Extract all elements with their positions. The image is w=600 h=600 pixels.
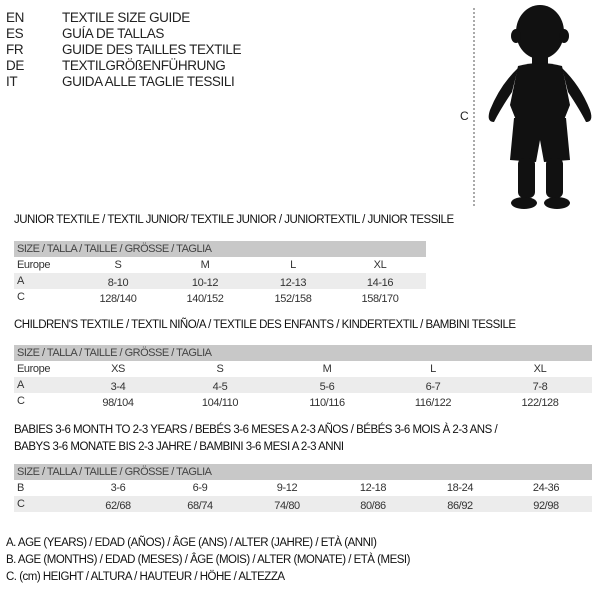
figure-height-label: C: [460, 109, 469, 123]
table-cell: 12-18: [359, 482, 387, 494]
legend-line: A. AGE (YEARS) / EDAD (AÑOS) / ÂGE (ANS)…: [6, 537, 377, 549]
table-row: Europe S M L XL: [14, 257, 426, 273]
table-cell: M: [200, 259, 210, 271]
table-row: B 3-6 6-9 9-12 12-18 18-24 24-36: [14, 480, 592, 496]
row-label: Europe: [17, 259, 51, 271]
table-cell: 4-5: [212, 381, 228, 393]
table-cell: 158/170: [361, 293, 399, 305]
row-label: C: [17, 395, 25, 407]
table-cell: 116/122: [414, 397, 452, 409]
table-title: BABIES 3-6 MONTH TO 2-3 YEARS / BEBÉS 3-…: [14, 424, 498, 436]
table-title: CHILDREN'S TEXTILE / TEXTIL NIÑO/A / TEX…: [14, 319, 516, 331]
table-cell: 74/80: [274, 500, 300, 512]
language-title: TEXTILE SIZE GUIDE: [62, 10, 190, 25]
table-cell: 104/110: [201, 397, 239, 409]
table-cell: 3-4: [110, 381, 126, 393]
row-label: Europe: [17, 363, 51, 375]
language-title: GUÍA DE TALLAS: [62, 26, 164, 41]
language-title: GUIDA ALLE TAGLIE TESSILI: [62, 74, 235, 89]
legend-line: B. AGE (MONTHS) / EDAD (MESES) / ÂGE (MO…: [6, 554, 410, 566]
child-silhouette-icon: [488, 5, 592, 209]
table-cell: 9-12: [276, 482, 298, 494]
table-cell: 10-12: [191, 277, 219, 289]
table-cell: 6-9: [192, 482, 208, 494]
table-cell: 152/158: [274, 293, 312, 305]
table-cell: 98/104: [102, 397, 134, 409]
table-cell: 18-24: [446, 482, 474, 494]
language-code: ES: [6, 26, 24, 41]
language-code: EN: [6, 10, 24, 25]
row-label: A: [17, 275, 24, 287]
row-label: C: [17, 498, 25, 510]
table-cell: 128/140: [99, 293, 137, 305]
table-cell: 6-7: [425, 381, 441, 393]
language-code: FR: [6, 42, 24, 57]
row-label: B: [17, 482, 24, 494]
size-header-bar: SIZE / TALLA / TAILLE / GRÖSSE / TAGLIA: [14, 241, 426, 257]
table-cell: 140/152: [186, 293, 224, 305]
table-title-line2: BABYS 3-6 MONATE BIS 2-3 JAHRE / BAMBINI…: [14, 441, 344, 453]
table-cell: 5-6: [319, 381, 335, 393]
language-code: DE: [6, 58, 24, 73]
table-cell: 68/74: [187, 500, 213, 512]
legend-line: C. (cm) HEIGHT / ALTURA / HAUTEUR / HÖHE…: [6, 571, 285, 583]
size-header-bar: SIZE / TALLA / TAILLE / GRÖSSE / TAGLIA: [14, 345, 592, 361]
table-cell: 14-16: [366, 277, 394, 289]
table-cell: 62/68: [105, 500, 131, 512]
table-row: A 3-4 4-5 5-6 6-7 7-8: [14, 377, 592, 393]
table-cell: 7-8: [532, 381, 548, 393]
table-row: Europe XS S M L XL: [14, 361, 592, 377]
table-row: C 128/140 140/152 152/158 158/170: [14, 289, 426, 305]
table-cell: 24-36: [532, 482, 560, 494]
language-title: GUIDE DES TAILLES TEXTILE: [62, 42, 242, 57]
language-title: TEXTILGRÖßENFÜHRUNG: [62, 58, 226, 73]
table-cell: XS: [111, 363, 125, 375]
table-cell: 80/86: [360, 500, 386, 512]
language-code: IT: [6, 74, 18, 89]
table-row: C 62/68 68/74 74/80 80/86 86/92 92/98: [14, 496, 592, 512]
table-cell: 3-6: [110, 482, 126, 494]
table-cell: S: [114, 259, 122, 271]
table-cell: 122/128: [521, 397, 559, 409]
size-header-bar: SIZE / TALLA / TAILLE / GRÖSSE / TAGLIA: [14, 464, 592, 480]
table-cell: 110/116: [309, 397, 345, 409]
table-cell: L: [430, 363, 436, 375]
table-cell: 8-10: [107, 277, 129, 289]
table-title: JUNIOR TEXTILE / TEXTIL JUNIOR/ TEXTILE …: [14, 214, 454, 226]
row-label: C: [17, 291, 25, 303]
table-row: A 8-10 10-12 12-13 14-16: [14, 273, 426, 289]
table-cell: M: [322, 363, 332, 375]
table-cell: 92/98: [533, 500, 559, 512]
table-cell: L: [290, 259, 296, 271]
table-cell: 12-13: [279, 277, 307, 289]
table-row: C 98/104 104/110 110/116 116/122 122/128: [14, 393, 592, 409]
table-cell: S: [216, 363, 224, 375]
row-label: A: [17, 379, 24, 391]
table-cell: XL: [533, 363, 547, 375]
child-silhouette-figure: [473, 5, 592, 209]
table-cell: 86/92: [447, 500, 473, 512]
table-cell: XL: [373, 259, 387, 271]
